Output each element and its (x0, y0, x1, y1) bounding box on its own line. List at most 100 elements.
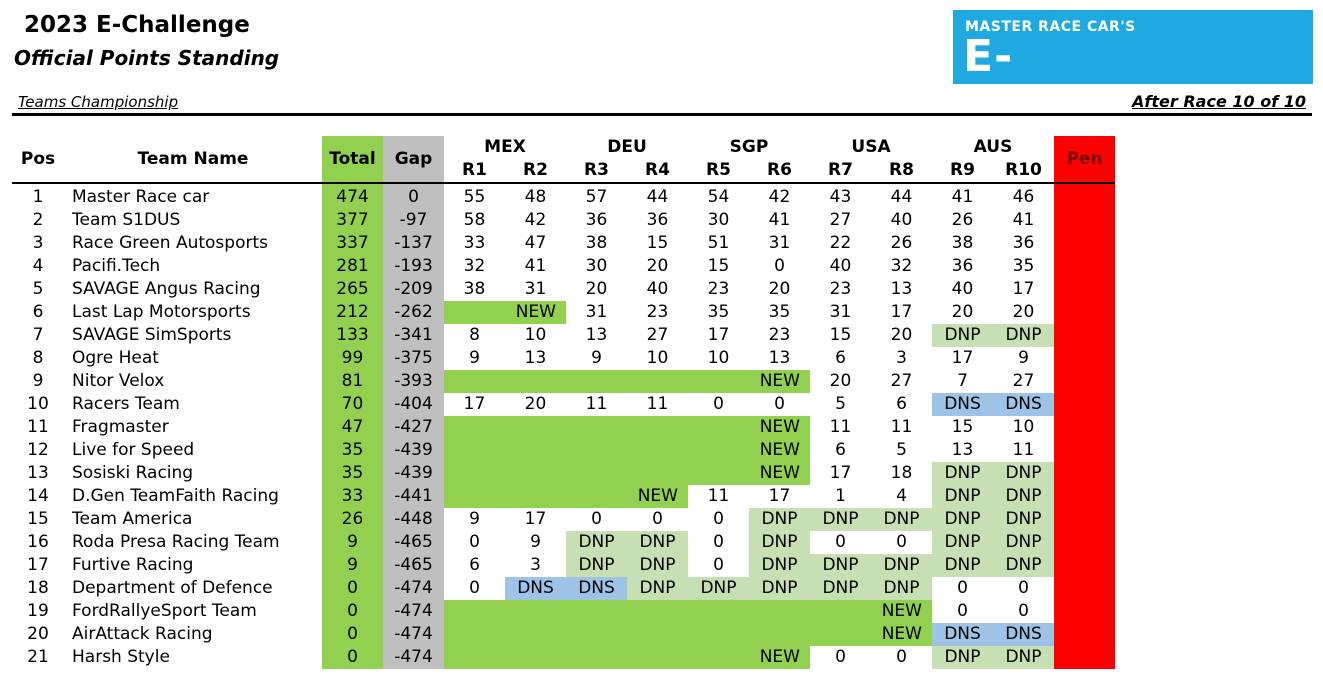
race-result-cell: 38 (951, 233, 974, 253)
e-challenge-logo: MASTER RACE CAR'S E-CHALLENGE (953, 10, 1313, 132)
race-result-cell: 55 (463, 187, 486, 207)
table-row: 9 Nitor Velox 81 -393 NEW 20 27 7 27 (12, 370, 1115, 393)
race-result-cell: 47 (524, 233, 547, 253)
pen-cell (1054, 646, 1115, 669)
race-result-cell: 10 (1012, 417, 1035, 437)
race-result-cell: 20 (890, 325, 913, 345)
team-name-cell: Furtive Racing (72, 555, 194, 575)
race-result-cell: 20 (951, 302, 974, 322)
table-row: 7 SAVAGE SimSports 133 -341 8 10 13 27 17 23 15 20 D… (12, 324, 1115, 347)
race-result-cell: 23 (768, 325, 791, 345)
race-result-cell: 1 (835, 486, 846, 506)
table-row: 4 Pacifi.Tech 281 -193 32 41 30 20 15 0 40 32 36 35 (12, 255, 1115, 278)
total-cell: 26 (322, 508, 383, 531)
gap-cell: -448 (383, 508, 444, 531)
race-result-cell: 11 (1012, 440, 1035, 460)
race-result-cell: 9 (530, 532, 541, 552)
total-cell: 0 (322, 623, 383, 646)
race-r9: R9 (932, 159, 993, 184)
race-result-cell: 20 (646, 256, 669, 276)
section-label: Teams Championship (18, 93, 179, 111)
race-result-cell: 31 (829, 302, 852, 322)
pen-cell (1054, 508, 1115, 531)
race-result-cell: 43 (829, 187, 852, 207)
race-result-cell: DNP (749, 577, 810, 600)
race-result-cell: DNP (749, 508, 810, 531)
race-result-cell: 20 (524, 394, 547, 414)
pen-cell (1054, 577, 1115, 600)
race-result-cell: 5 (896, 440, 907, 460)
team-name-cell: D.Gen TeamFaith Racing (72, 486, 279, 506)
table-row: 12 Live for Speed 35 -439 NEW 6 5 13 11 (12, 439, 1115, 462)
race-result-cell: 9 (591, 348, 602, 368)
standings-table: Pos Team Name Total Gap MEX DEU SGP USA … (12, 136, 1115, 669)
race-result-cell: 15 (829, 325, 852, 345)
pos-cell: 3 (32, 233, 44, 253)
race-result-cell: 27 (646, 325, 669, 345)
race-result-cell: DNP (871, 508, 932, 531)
race-result-cell: 17 (707, 325, 730, 345)
total-cell: 9 (322, 531, 383, 554)
pos-cell: 12 (27, 440, 49, 460)
gap-cell: -439 (383, 462, 444, 485)
pen-cell (1054, 183, 1115, 209)
race-result-cell: 11 (585, 394, 608, 414)
header-row-races: R1 R2 R3 R4 R5 R6 R7 R8 R9 R10 (12, 159, 1115, 184)
race-result-cell: 26 (890, 233, 913, 253)
total-cell: 212 (322, 301, 383, 324)
new-entry-cell: NEW (444, 600, 932, 623)
race-result-cell: 17 (1012, 279, 1035, 299)
pos-cell: 6 (32, 302, 44, 322)
race-result-cell: DNS (505, 577, 566, 600)
total-cell: 99 (322, 347, 383, 370)
race-result-cell: 44 (890, 187, 913, 207)
race-result-cell: 0 (652, 509, 663, 529)
pos-cell: 18 (27, 578, 49, 598)
race-result-cell: 0 (469, 532, 480, 552)
logo-line1: MASTER RACE CAR'S (965, 19, 1136, 35)
race-result-cell: 30 (585, 256, 608, 276)
table-row: 17 Furtive Racing 9 -465 6 3 DNP DNP 0 DNP DNP DNP D… (12, 554, 1115, 577)
pen-cell (1054, 600, 1115, 623)
race-result-cell: 46 (1012, 187, 1035, 207)
race-result-cell: DNS (932, 393, 993, 416)
table-row: 2 Team S1DUS 377 -97 58 42 36 36 30 41 27 40 26 41 (12, 209, 1115, 232)
race-result-cell: DNS (932, 623, 993, 646)
gap-cell: -404 (383, 393, 444, 416)
col-total-header: Total (322, 136, 383, 184)
pen-cell (1054, 416, 1115, 439)
table-row: 18 Department of Defence 0 -474 0 DNS DNS DNP DN… (12, 577, 1115, 600)
total-cell: 9 (322, 554, 383, 577)
race-result-cell: 9 (469, 348, 480, 368)
race-result-cell: 51 (707, 233, 730, 253)
standings-body: 1 Master Race car 474 0 55 48 57 44 54 42 43 44 41 46… (12, 183, 1115, 669)
race-result-cell: 20 (1012, 302, 1035, 322)
race-result-cell: 8 (469, 325, 480, 345)
table-row: 10 Racers Team 70 -404 17 20 11 11 0 0 5 6 DNS DNS (12, 393, 1115, 416)
race-result-cell: 13 (890, 279, 913, 299)
race-result-cell: 0 (957, 578, 968, 598)
table-row: 11 Fragmaster 47 -427 NEW 11 11 15 10 (12, 416, 1115, 439)
new-entry-cell: NEW (444, 623, 932, 646)
race-result-cell: 0 (835, 647, 846, 667)
race-result-cell: 0 (591, 509, 602, 529)
race-result-cell: DNP (993, 485, 1054, 508)
race-result-cell: DNP (810, 508, 871, 531)
race-result-cell: 11 (829, 417, 852, 437)
gap-cell: -262 (383, 301, 444, 324)
race-result-cell: DNP (993, 531, 1054, 554)
race-result-cell: 0 (896, 532, 907, 552)
page-subtitle: Official Points Standing (14, 46, 280, 70)
race-result-cell: 26 (951, 210, 974, 230)
race-result-cell: 44 (646, 187, 669, 207)
race-result-cell: 36 (951, 256, 974, 276)
team-name-cell: Department of Defence (72, 578, 273, 598)
team-name-cell: FordRallyeSport Team (72, 601, 257, 621)
team-name-cell: AirAttack Racing (72, 624, 213, 644)
team-name-cell: SAVAGE SimSports (72, 325, 232, 345)
race-result-cell: 11 (890, 417, 913, 437)
new-entry-cell: NEW (444, 646, 810, 669)
pos-cell: 10 (27, 394, 49, 414)
gap-cell: -427 (383, 416, 444, 439)
pos-cell: 19 (27, 601, 49, 621)
